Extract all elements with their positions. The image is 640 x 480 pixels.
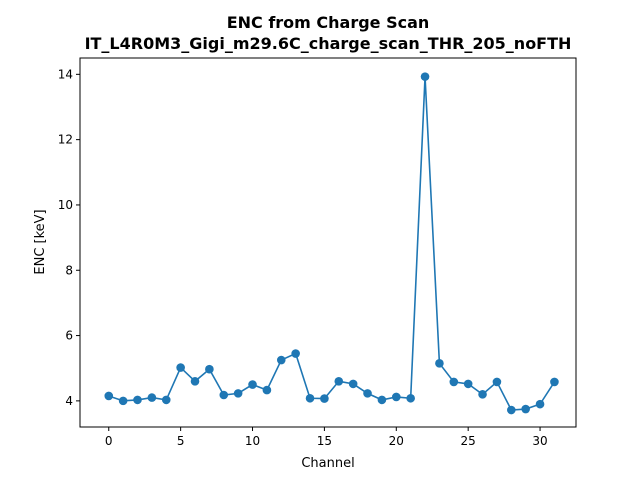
data-point	[420, 72, 430, 81]
data-point	[118, 396, 128, 406]
data-point	[147, 393, 157, 402]
y-tick-label: 14	[58, 67, 73, 81]
data-point	[262, 385, 272, 395]
data-point	[463, 379, 473, 389]
data-point	[363, 389, 372, 398]
enc-series-points	[104, 72, 559, 415]
x-tick-label: 10	[245, 434, 260, 448]
data-point	[449, 377, 459, 387]
data-point	[334, 376, 344, 386]
data-point	[276, 355, 286, 365]
data-point	[219, 390, 229, 400]
data-point	[391, 392, 401, 402]
data-point	[233, 389, 243, 398]
data-point	[507, 405, 516, 415]
data-point	[176, 363, 185, 372]
data-point	[190, 376, 200, 386]
plot-area	[79, 57, 577, 428]
x-tick-label: 5	[177, 434, 185, 448]
chart-title: ENC from Charge Scan	[227, 13, 430, 32]
x-axis-label: Channel	[301, 456, 354, 471]
data-point	[305, 393, 315, 403]
x-axis-ticks: 0 5 10 15 20 25 30	[105, 427, 548, 448]
x-tick-label: 20	[389, 434, 404, 448]
data-point	[478, 390, 487, 399]
data-point	[205, 364, 214, 374]
data-point	[406, 393, 415, 403]
data-point	[291, 349, 300, 358]
y-tick-label: 12	[58, 133, 73, 147]
y-tick-label: 6	[65, 329, 73, 343]
y-tick-label: 10	[58, 198, 73, 212]
x-tick-label: 30	[532, 434, 547, 448]
data-point	[248, 380, 257, 389]
x-tick-label: 0	[105, 434, 113, 448]
y-tick-label: 8	[65, 263, 73, 277]
data-point	[320, 394, 329, 403]
data-point	[492, 377, 502, 387]
data-point	[521, 404, 530, 414]
data-point	[550, 377, 559, 387]
data-point	[435, 359, 444, 368]
x-tick-label: 25	[461, 434, 476, 448]
data-point	[348, 379, 358, 389]
data-point	[377, 395, 387, 405]
data-point	[104, 391, 114, 401]
y-axis-ticks: 4 6 8 10 12 14	[58, 67, 80, 408]
data-point	[535, 399, 545, 409]
y-tick-label: 4	[65, 394, 73, 408]
chart-subtitle: IT_L4R0M3_Gigi_m29.6C_charge_scan_THR_20…	[85, 34, 572, 53]
x-tick-label: 15	[317, 434, 332, 448]
data-point	[161, 395, 171, 405]
y-axis-label: ENC [keV]	[33, 209, 48, 274]
data-point	[133, 395, 142, 405]
